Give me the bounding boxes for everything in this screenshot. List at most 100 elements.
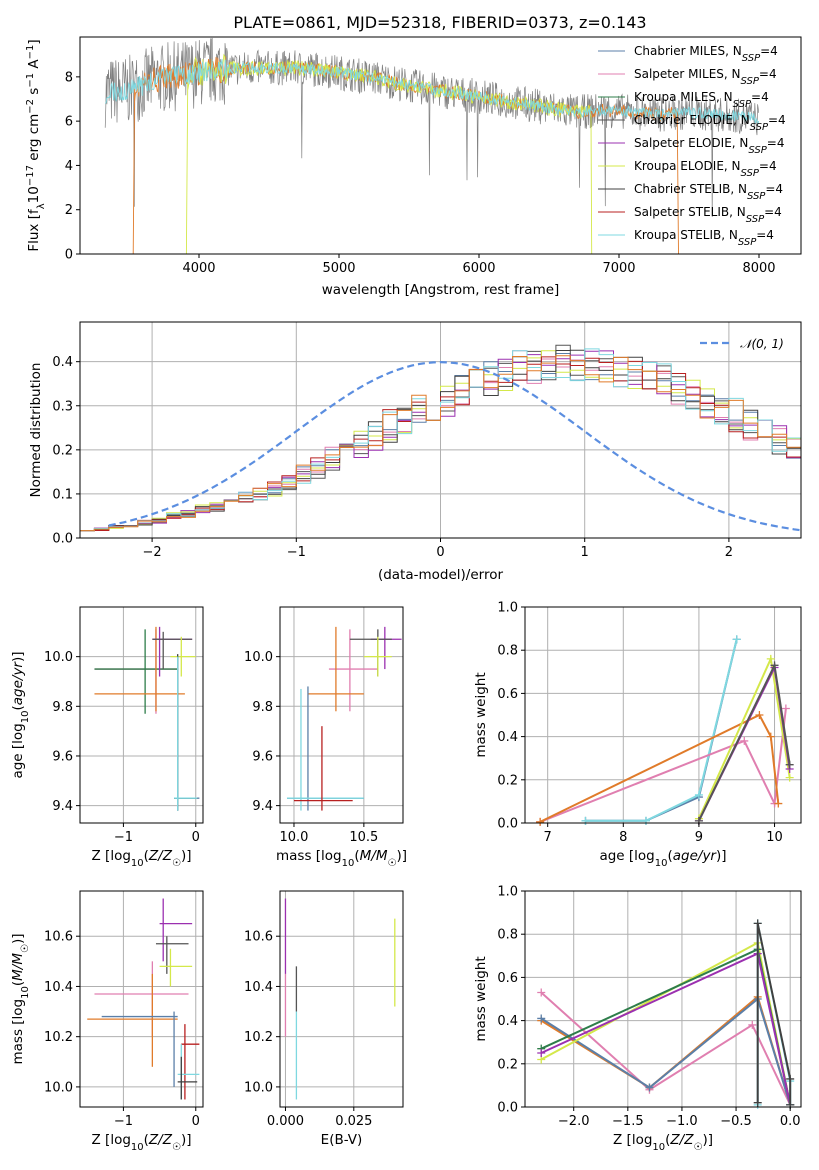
weight-marker bbox=[645, 1083, 654, 1092]
label-part: Salpeter STELIB, N bbox=[634, 205, 746, 219]
x-tick-label: 7 bbox=[544, 830, 552, 845]
y-tick-label: 0.2 bbox=[52, 443, 73, 458]
x-tick-label: 1 bbox=[581, 545, 589, 560]
y-tick-label: 10.0 bbox=[244, 650, 273, 665]
y-tick-label: 1.0 bbox=[497, 601, 518, 616]
weight-marker bbox=[753, 919, 762, 928]
spectrum-ylabel: Flux [fλ10−17 erg cm−2 s−1 A−1] bbox=[25, 39, 47, 251]
x-axis-label: Z [log10(Z/Z☉)] bbox=[92, 848, 192, 869]
x-tick-label: 10.5 bbox=[349, 830, 378, 845]
x-tick-label: −1 bbox=[114, 830, 133, 845]
label-part: =4 bbox=[765, 182, 783, 196]
label-part: Z/Z bbox=[148, 1132, 173, 1148]
x-tick-label: −0.5 bbox=[720, 1114, 752, 1129]
label-part: ( bbox=[144, 848, 149, 864]
label-part: Z [log bbox=[92, 1132, 131, 1148]
weight-marker bbox=[785, 773, 794, 782]
normal-curve bbox=[108, 360, 801, 532]
weight-marker bbox=[694, 790, 703, 799]
weight-marker bbox=[740, 736, 749, 745]
x-tick-label: 8 bbox=[619, 830, 627, 845]
label-part: ☉ bbox=[172, 858, 181, 869]
y-tick-label: 0.0 bbox=[52, 532, 73, 547]
y-tick-label: 8 bbox=[65, 70, 73, 85]
label-part: −1 bbox=[25, 45, 36, 60]
y-tick-label: 10.0 bbox=[44, 650, 73, 665]
age_vs_Z-grid bbox=[80, 607, 203, 823]
x-tick-label: −1 bbox=[114, 1114, 133, 1129]
x-tick-label: 4000 bbox=[182, 261, 215, 276]
label-part: ☉ bbox=[693, 1142, 702, 1153]
y-tick-label: 0.0 bbox=[497, 817, 518, 832]
label-part: )] bbox=[396, 848, 407, 864]
label-part: Z/Z bbox=[148, 848, 173, 864]
y-tick-label: 4 bbox=[65, 159, 73, 174]
label-part: 10 bbox=[131, 1142, 144, 1153]
x-tick-label: 0.0 bbox=[780, 1114, 801, 1129]
age_vs_Z-axes: −1 0 9.4 9.6 9.8 10.0 bbox=[44, 606, 204, 845]
histogram-step-line bbox=[80, 350, 801, 532]
label-part: Kroupa STELIB, N bbox=[634, 228, 738, 242]
weight-marker bbox=[536, 817, 545, 826]
legend-entry: Chabrier STELIB, NSSP=4 bbox=[634, 182, 783, 202]
y-tick-label: 0.8 bbox=[497, 928, 518, 943]
label-part: s bbox=[26, 88, 42, 99]
weight_vs_age-axes: 7 8 9 10 0.0 0.2 0.4 0.6 0.8 1.0 bbox=[497, 601, 802, 845]
weight-marker bbox=[753, 1098, 762, 1107]
legend-entry: Salpeter STELIB, NSSP=4 bbox=[634, 205, 782, 225]
y-tick-label: 9.4 bbox=[252, 799, 273, 814]
model-spectrum-line bbox=[185, 53, 593, 254]
y-tick-label: 0.8 bbox=[497, 644, 518, 659]
label-part: SSP bbox=[738, 237, 757, 248]
label-part: M/M bbox=[10, 953, 26, 981]
x-axis-label: Z [log10(Z/Z☉)] bbox=[92, 1132, 192, 1153]
label-part: ☉ bbox=[387, 858, 396, 869]
label-part: Z/Z bbox=[669, 1132, 694, 1148]
y-tick-label: 9.8 bbox=[252, 700, 273, 715]
label-part: mass [log bbox=[276, 848, 342, 864]
figure-title: PLATE=0861, MJD=52318, FIBERID=0373, z=0… bbox=[233, 13, 646, 32]
model-spectrum-line bbox=[104, 58, 760, 125]
y-tick-label: 0.6 bbox=[497, 971, 518, 986]
label-part: SSP bbox=[747, 191, 766, 202]
weight-marker bbox=[774, 799, 783, 808]
mass_vs_EBV-frame bbox=[279, 890, 404, 1108]
weight-marker bbox=[766, 732, 775, 741]
label-part: 10 bbox=[26, 186, 42, 203]
x-tick-label: 7000 bbox=[602, 261, 635, 276]
y-tick-label: 10.6 bbox=[44, 930, 73, 945]
x-tick-label: 0 bbox=[192, 830, 200, 845]
label-part: )] bbox=[181, 1132, 192, 1148]
label-part: ☉ bbox=[172, 1142, 181, 1153]
label-part: )] bbox=[10, 933, 26, 944]
mass_vs_Z-grid bbox=[80, 891, 203, 1107]
label-part: SSP bbox=[733, 99, 752, 110]
y-axis-label: mass [log10(M/M☉)] bbox=[10, 933, 31, 1064]
y-tick-label: 0.4 bbox=[52, 355, 73, 370]
y-tick-label: 9.8 bbox=[52, 700, 73, 715]
label-part: SSP bbox=[741, 76, 760, 87]
label-part: SSP bbox=[741, 168, 760, 179]
x-tick-label: 10 bbox=[766, 830, 783, 845]
mass_vs_EBV-grid bbox=[280, 891, 403, 1107]
label-part: ( bbox=[667, 848, 672, 864]
label-part: =4 bbox=[760, 44, 778, 58]
label-part: erg cm bbox=[26, 114, 42, 165]
label-part: A bbox=[26, 59, 42, 73]
y-tick-label: 0.2 bbox=[497, 1057, 518, 1072]
legend-entry: 𝒩(0, 1) bbox=[740, 337, 784, 351]
label-part: 10 bbox=[342, 858, 355, 869]
legend-entry: Kroupa ELODIE, NSSP=4 bbox=[634, 159, 777, 179]
label-part: Kroupa MILES, N bbox=[634, 90, 733, 104]
label-part: ☉ bbox=[20, 944, 31, 953]
histogram-step-line bbox=[80, 350, 801, 532]
x-tick-label: −1 bbox=[287, 545, 306, 560]
x-tick-label: 0.000 bbox=[267, 1114, 304, 1129]
label-part: ] bbox=[26, 39, 42, 44]
weight-z-ylabel: mass weight bbox=[473, 956, 489, 1041]
histogram-step-line bbox=[80, 355, 801, 532]
histogram-step-line bbox=[80, 344, 801, 532]
residuals-frame bbox=[79, 321, 802, 539]
label-part: age/yr bbox=[10, 661, 26, 706]
